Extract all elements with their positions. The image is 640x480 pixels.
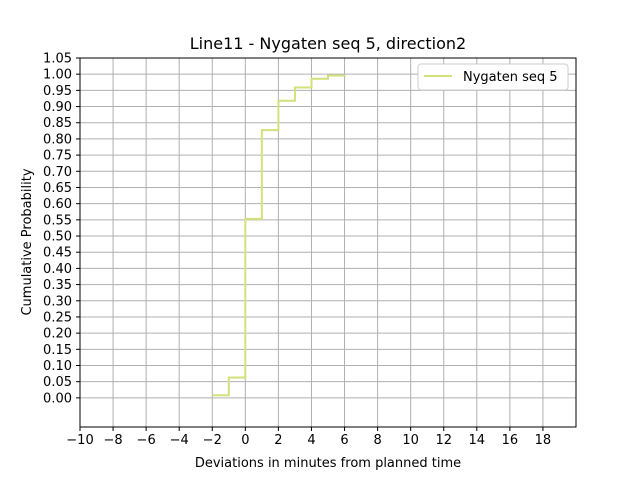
- x-tick-label: 18: [535, 433, 552, 448]
- y-tick-label: 0.65: [43, 181, 72, 196]
- y-axis-label: Cumulative Probability: [20, 168, 35, 315]
- x-tick-label: 0: [241, 433, 249, 448]
- y-tick-label: 0.70: [43, 165, 72, 180]
- y-tick-label: 0.00: [43, 391, 72, 406]
- chart-title: Line11 - Nygaten seq 5, direction2: [190, 34, 466, 53]
- x-tick-label: −6: [137, 433, 156, 448]
- series-line: [212, 74, 346, 397]
- x-tick-label: 6: [340, 433, 348, 448]
- x-tick-label: 2: [274, 433, 282, 448]
- plot-frame: [79, 57, 577, 428]
- x-tick-label: 16: [502, 433, 519, 448]
- x-tick-label: 8: [373, 433, 381, 448]
- x-tick-label: 4: [307, 433, 315, 448]
- y-tick-label: 0.75: [43, 149, 72, 164]
- y-tick-label: 0.90: [43, 100, 72, 115]
- y-tick-label: 1.05: [43, 52, 72, 67]
- y-tick-label: 0.45: [43, 246, 72, 261]
- x-tick-label: 14: [469, 433, 486, 448]
- y-axis-ticks: 0.000.050.100.150.20 0.250.300.350.400.45…: [43, 52, 80, 406]
- y-tick-label: 1.00: [43, 68, 72, 83]
- y-tick-label: 0.80: [43, 132, 72, 147]
- y-tick-label: 0.10: [43, 359, 72, 374]
- x-tick-label: 10: [402, 433, 419, 448]
- y-tick-label: 0.40: [43, 262, 72, 277]
- y-tick-label: 0.95: [43, 84, 72, 99]
- y-tick-label: 0.05: [43, 375, 72, 390]
- x-tick-label: −4: [170, 433, 189, 448]
- y-tick-label: 0.15: [43, 343, 72, 358]
- x-tick-label: 12: [435, 433, 452, 448]
- y-tick-label: 0.85: [43, 116, 72, 131]
- x-tick-label: −10: [66, 433, 93, 448]
- series-layer: [212, 74, 346, 397]
- y-tick-label: 0.60: [43, 197, 72, 212]
- y-tick-label: 0.25: [43, 310, 72, 325]
- x-axis-label: Deviations in minutes from planned time: [195, 456, 461, 471]
- x-axis-ticks: −10 −8 −6 −4 −2 0 2 4 6 8 10 12 14 16 18: [66, 427, 551, 448]
- y-tick-label: 0.55: [43, 213, 72, 228]
- x-tick-label: −8: [103, 433, 122, 448]
- legend: Nygaten seq 5: [417, 63, 569, 91]
- y-tick-label: 0.20: [43, 327, 72, 342]
- legend-label: Nygaten seq 5: [463, 70, 558, 85]
- legend-box: [417, 63, 569, 91]
- y-tick-label: 0.35: [43, 278, 72, 293]
- x-tick-label: −2: [203, 433, 222, 448]
- y-tick-label: 0.50: [43, 230, 72, 245]
- y-tick-label: 0.30: [43, 294, 72, 309]
